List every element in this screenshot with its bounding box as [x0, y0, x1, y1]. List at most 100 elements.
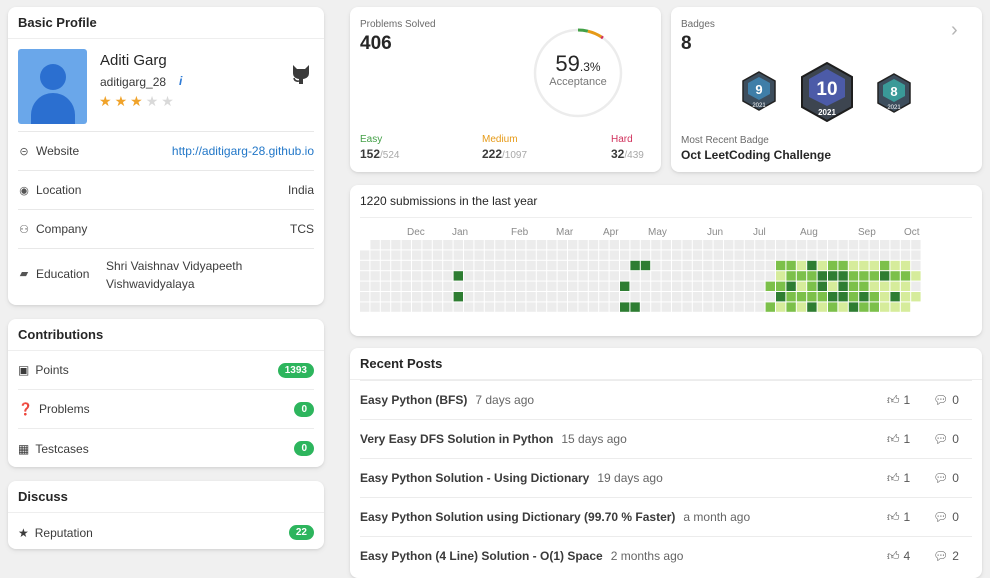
heatmap-cell[interactable] [432, 250, 443, 260]
heatmap-cell[interactable] [734, 281, 744, 291]
heatmap-cell[interactable] [578, 271, 588, 281]
heatmap-cell[interactable] [526, 292, 536, 302]
heatmap-cell[interactable] [869, 302, 879, 312]
comment-icon[interactable]: 💬︎ [933, 510, 949, 524]
heatmap-cell[interactable] [838, 260, 848, 271]
post-title[interactable]: Easy Python (BFS) [360, 393, 468, 407]
heatmap-cell[interactable] [443, 260, 453, 271]
heatmap-cell[interactable] [370, 271, 380, 281]
heatmap-cell[interactable] [900, 302, 911, 312]
heatmap-cell[interactable] [755, 302, 765, 312]
heatmap-cell[interactable] [443, 292, 453, 302]
heatmap-cell[interactable] [796, 271, 807, 281]
heatmap-cell[interactable] [869, 271, 879, 281]
heatmap-cell[interactable] [703, 281, 713, 291]
heatmap-cell[interactable] [588, 302, 599, 312]
post-title[interactable]: Easy Python Solution using Dictionary (9… [360, 510, 676, 524]
heatmap-cell[interactable] [422, 281, 432, 291]
heatmap-cell[interactable] [890, 292, 900, 302]
heatmap-cell[interactable] [838, 292, 848, 302]
heatmap-cell[interactable] [495, 260, 505, 271]
heatmap-cell[interactable] [911, 240, 921, 250]
heatmap-cell[interactable] [661, 250, 671, 260]
heatmap-cell[interactable] [786, 302, 796, 312]
heatmap-cell[interactable] [630, 240, 640, 250]
heatmap-cell[interactable] [360, 281, 370, 291]
heatmap-cell[interactable] [672, 292, 682, 302]
heatmap-cell[interactable] [599, 260, 609, 271]
heatmap-cell[interactable] [661, 260, 671, 271]
heatmap-cell[interactable] [682, 260, 692, 271]
heatmap-cell[interactable] [495, 250, 505, 260]
heatmap-cell[interactable] [828, 240, 838, 250]
heatmap-cell[interactable] [474, 260, 484, 271]
heatmap-cell[interactable] [401, 271, 411, 281]
heatmap-cell[interactable] [890, 250, 900, 260]
heatmap-cell[interactable] [588, 292, 599, 302]
heatmap-cell[interactable] [380, 250, 391, 260]
heatmap-cell[interactable] [526, 250, 536, 260]
heatmap-cell[interactable] [672, 302, 682, 312]
heatmap-cell[interactable] [432, 240, 443, 250]
heatmap-cell[interactable] [630, 292, 640, 302]
heatmap-cell[interactable] [755, 250, 765, 260]
heatmap-cell[interactable] [453, 250, 463, 260]
heatmap-cell[interactable] [807, 260, 817, 271]
post-item[interactable]: Easy Python (4 Line) Solution - O(1) Spa… [360, 536, 972, 575]
heatmap-cell[interactable] [796, 260, 807, 271]
heatmap-cell[interactable] [412, 260, 422, 271]
thumbs-up-icon[interactable]: 👍︎ [887, 548, 900, 563]
heatmap-cell[interactable] [464, 250, 474, 260]
heatmap-cell[interactable] [432, 302, 443, 312]
heatmap-cell[interactable] [744, 250, 755, 260]
heatmap-cell[interactable] [890, 302, 900, 312]
heatmap-cell[interactable] [360, 250, 370, 260]
heatmap-cell[interactable] [672, 271, 682, 281]
heatmap-cell[interactable] [588, 260, 599, 271]
heatmap-cell[interactable] [734, 240, 744, 250]
heatmap-cell[interactable] [807, 281, 817, 291]
heatmap-cell[interactable] [453, 260, 463, 271]
heatmap-cell[interactable] [557, 250, 567, 260]
heatmap-cell[interactable] [360, 260, 370, 271]
heatmap-cell[interactable] [516, 240, 526, 250]
thumbs-up-icon[interactable]: 👍︎ [887, 431, 900, 446]
heatmap-cell[interactable] [640, 271, 651, 281]
heatmap-cell[interactable] [464, 260, 474, 271]
heatmap-cell[interactable] [599, 302, 609, 312]
comment-icon[interactable]: 💬︎ [933, 393, 949, 407]
heatmap-cell[interactable] [536, 260, 547, 271]
post-title[interactable]: Easy Python Solution - Using Dictionary [360, 471, 590, 485]
heatmap-cell[interactable] [443, 271, 453, 281]
heatmap-cell[interactable] [391, 302, 401, 312]
heatmap-cell[interactable] [484, 260, 495, 271]
heatmap-cell[interactable] [505, 240, 515, 250]
heatmap-cell[interactable] [744, 281, 755, 291]
heatmap-cell[interactable] [609, 302, 619, 312]
heatmap-cell[interactable] [495, 240, 505, 250]
heatmap-cell[interactable] [464, 292, 474, 302]
heatmap-cell[interactable] [848, 271, 859, 281]
heatmap-cell[interactable] [474, 292, 484, 302]
heatmap-cell[interactable] [391, 240, 401, 250]
heatmap-cell[interactable] [765, 260, 775, 271]
heatmap-cell[interactable] [495, 292, 505, 302]
heatmap-cell[interactable] [443, 240, 453, 250]
heatmap-cell[interactable] [380, 271, 391, 281]
heatmap-cell[interactable] [391, 292, 401, 302]
post-item[interactable]: Easy Python Solution - Using Dictionary … [360, 458, 972, 497]
heatmap-cell[interactable] [796, 240, 807, 250]
heatmap-cell[interactable] [765, 281, 775, 291]
heatmap-cell[interactable] [776, 260, 786, 271]
heatmap-cell[interactable] [900, 292, 911, 302]
heatmap-cell[interactable] [640, 240, 651, 250]
heatmap-cell[interactable] [890, 271, 900, 281]
heatmap-cell[interactable] [817, 250, 827, 260]
heatmap-cell[interactable] [620, 292, 630, 302]
heatmap-cell[interactable] [859, 281, 869, 291]
heatmap-cell[interactable] [599, 281, 609, 291]
heatmap-cell[interactable] [848, 281, 859, 291]
heatmap-cell[interactable] [599, 240, 609, 250]
heatmap-cell[interactable] [422, 271, 432, 281]
thumbs-up-icon[interactable]: 👍︎ [887, 392, 900, 407]
